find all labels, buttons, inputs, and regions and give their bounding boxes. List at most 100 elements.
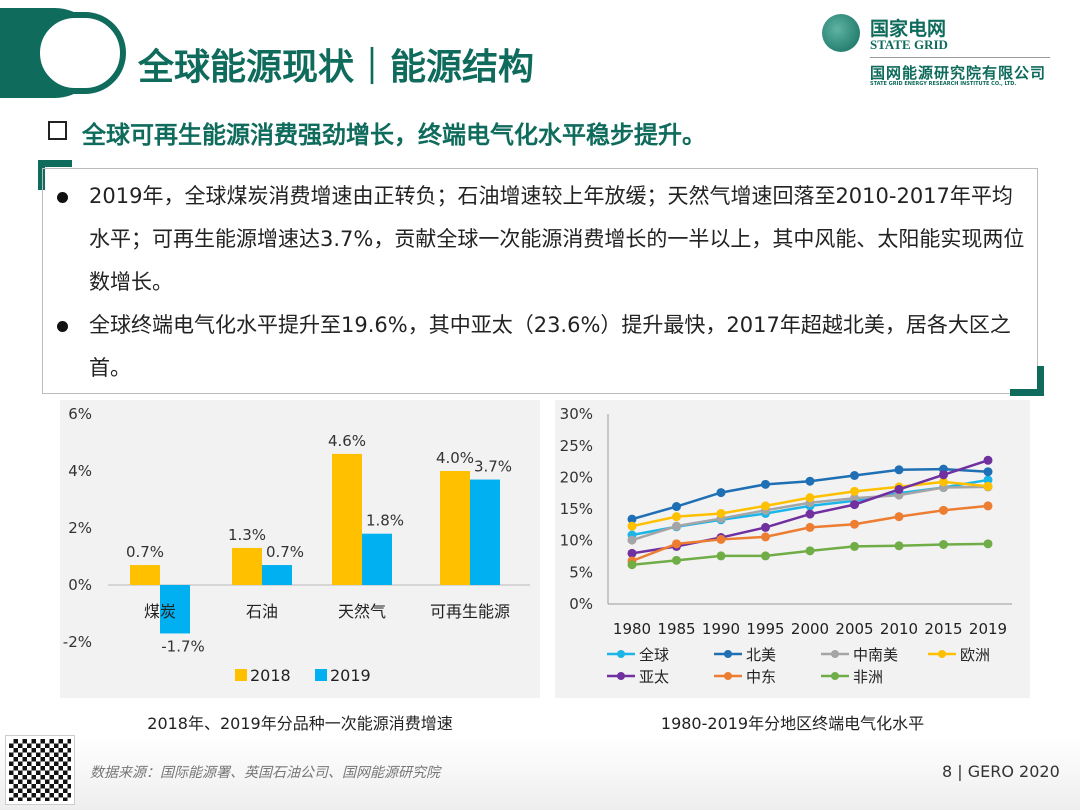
x-tick-label: 2010 xyxy=(880,620,918,638)
point-非洲 xyxy=(627,560,637,570)
x-tick-label: 1995 xyxy=(746,620,784,638)
point-非洲 xyxy=(761,551,770,561)
logo-divider xyxy=(870,57,1050,58)
point-中东 xyxy=(939,505,948,515)
legend-swatch-2018 xyxy=(235,669,247,681)
legend-marker-北美 xyxy=(724,650,732,658)
bar-2019 xyxy=(362,533,392,585)
point-北美 xyxy=(716,488,726,498)
point-欧洲 xyxy=(672,512,681,522)
point-非洲 xyxy=(716,551,726,561)
legend-label: 北美 xyxy=(746,646,776,664)
point-中东 xyxy=(894,512,904,522)
point-北美 xyxy=(850,471,859,481)
legend-label: 非洲 xyxy=(853,668,883,686)
bar-2018 xyxy=(232,547,262,585)
y-tick-label: 10% xyxy=(560,532,593,550)
point-非洲 xyxy=(939,539,948,549)
legend-label: 全球 xyxy=(639,646,669,664)
point-中东 xyxy=(761,532,770,542)
point-北美 xyxy=(805,476,815,486)
subtitle: 全球可再生能源消费强劲增长，终端电气化水平稳步提升。 xyxy=(82,121,706,149)
x-tick-label: 1985 xyxy=(657,620,695,638)
data-label: 1.8% xyxy=(366,512,404,530)
data-label: 4.0% xyxy=(436,449,474,467)
point-欧洲 xyxy=(805,493,815,503)
y-tick-label: 0% xyxy=(569,595,593,613)
point-非洲 xyxy=(672,555,681,565)
point-非洲 xyxy=(805,546,815,556)
y-tick-label: 20% xyxy=(560,468,593,486)
data-label: 0.7% xyxy=(266,543,304,561)
point-中南美 xyxy=(850,493,859,503)
point-欧洲 xyxy=(627,521,637,531)
y-tick-label: 2% xyxy=(68,519,92,537)
y-tick-label: 5% xyxy=(569,563,593,581)
bar-2019 xyxy=(262,565,292,585)
page-number: 8 | GERO 2020 xyxy=(942,762,1060,781)
point-亚太 xyxy=(894,484,904,494)
legend-marker-全球 xyxy=(617,650,625,658)
legend-label: 中南美 xyxy=(853,646,898,664)
point-亚太 xyxy=(850,500,859,510)
point-非洲 xyxy=(850,541,859,551)
logo-institute-en: STATE GRID ENERGY RESEARCH INSTITUTE CO.… xyxy=(870,81,1017,87)
point-北美 xyxy=(672,502,681,512)
x-tick-label: 2000 xyxy=(791,620,829,638)
point-欧洲 xyxy=(939,477,948,487)
bullet-item: 2019年，全球煤炭消费增速由正转负；石油增速较上年放缓；天然气增速回落至201… xyxy=(57,175,1027,304)
legend-label: 2018 xyxy=(250,666,291,685)
bullet-dot-icon xyxy=(57,321,68,332)
point-北美 xyxy=(627,514,637,524)
point-非洲 xyxy=(983,539,993,549)
legend-swatch-2019 xyxy=(315,669,327,681)
bar-2018 xyxy=(332,453,362,585)
category-label: 天然气 xyxy=(338,602,386,621)
point-欧洲 xyxy=(983,481,993,491)
point-欧洲 xyxy=(716,508,726,518)
bullet-dot-icon xyxy=(57,192,68,203)
data-label: 0.7% xyxy=(126,543,164,561)
point-亚太 xyxy=(939,470,948,480)
x-tick-label: 1980 xyxy=(613,620,651,638)
logo-institute: 国网能源研究院有限公司 xyxy=(870,64,1047,82)
legend-marker-中南美 xyxy=(831,650,839,658)
point-中东 xyxy=(850,519,859,529)
state-grid-logo-icon xyxy=(822,14,860,52)
bar-2019 xyxy=(160,585,190,634)
bar-2019 xyxy=(470,479,500,585)
legend-marker-非洲 xyxy=(831,672,839,680)
line-chart: 0% 5% 10% 15% 20% 25% 30% 1980 1985 1990 1995 2000 2… xyxy=(555,400,1030,698)
point-北美 xyxy=(983,467,993,477)
point-中南美 xyxy=(672,521,681,531)
header-decoration-ring xyxy=(34,12,126,94)
category-label: 石油 xyxy=(246,602,278,621)
point-北美 xyxy=(894,465,904,475)
square-bullet-icon xyxy=(48,121,67,140)
data-label: 4.6% xyxy=(328,432,366,450)
point-非洲 xyxy=(894,541,904,551)
point-中东 xyxy=(716,534,726,544)
logo-en: STATE GRID xyxy=(870,37,948,52)
legend-label: 2019 xyxy=(330,666,371,685)
x-tick-label: 2005 xyxy=(835,620,873,638)
legend-marker-中东 xyxy=(724,672,732,680)
point-北美 xyxy=(761,479,770,489)
y-tick-label: 25% xyxy=(560,437,593,455)
y-tick-label: -2% xyxy=(63,633,92,651)
point-全球 xyxy=(983,475,993,485)
point-欧洲 xyxy=(850,486,859,496)
legend-marker-亚太 xyxy=(617,672,625,680)
x-tick-label: 1990 xyxy=(702,620,740,638)
bar-2018 xyxy=(130,565,160,585)
point-亚太 xyxy=(983,455,993,465)
y-tick-label: 4% xyxy=(68,462,92,480)
point-欧洲 xyxy=(761,501,770,511)
bar-chart: -2%0%2%4%6%0.7%-1.7%煤炭1.3%0.7%石油4.6%1.8%… xyxy=(60,400,540,698)
x-tick-label: 2019 xyxy=(969,620,1007,638)
logo-cn: 国家电网 xyxy=(870,18,947,40)
data-label: 3.7% xyxy=(474,458,512,476)
legend-label: 亚太 xyxy=(639,668,669,686)
data-label: 1.3% xyxy=(228,526,266,544)
point-中东 xyxy=(983,501,993,511)
